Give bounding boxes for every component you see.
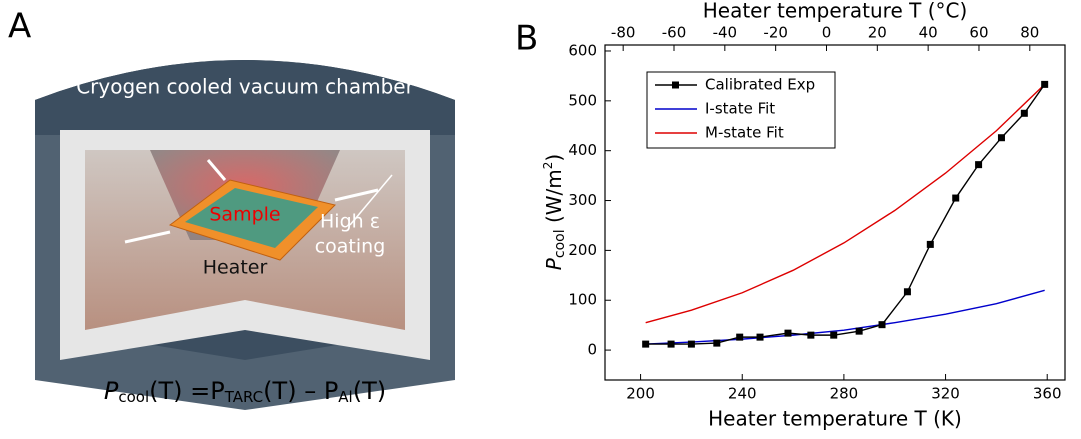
- data-point: [667, 340, 675, 348]
- x2-tick-label: -60: [662, 24, 687, 42]
- y-tick-label: 500: [568, 91, 597, 109]
- formula-part: cool: [118, 388, 149, 406]
- data-point: [975, 161, 983, 169]
- y-label-part: ): [542, 154, 566, 162]
- coating-label: High ε: [320, 211, 380, 233]
- legend-label: Calibrated Exp: [705, 76, 815, 94]
- y-axis-label: Pcool (W/m2): [541, 154, 569, 270]
- x-tick-label: 360: [1033, 385, 1062, 403]
- legend-marker: [672, 81, 679, 89]
- x2-axis-label: Heater temperature T (°C): [703, 0, 968, 23]
- x2-tick-label: 80: [1020, 24, 1039, 42]
- y-tick-label: 400: [568, 141, 597, 159]
- data-point: [926, 240, 934, 248]
- data-point: [756, 333, 764, 341]
- formula-part: P: [104, 377, 119, 405]
- data-point: [855, 327, 863, 335]
- wire: [124, 230, 171, 244]
- y-label-part: 2: [541, 162, 555, 170]
- legend-label: I-state Fit: [705, 100, 775, 118]
- y-tick-label: 100: [568, 291, 597, 309]
- series-line: [645, 289, 1045, 345]
- data-point: [713, 339, 721, 347]
- panel-label: A: [8, 7, 31, 47]
- wire: [334, 188, 379, 202]
- x2-tick-label: -40: [713, 24, 738, 42]
- x-tick-label: 320: [931, 385, 960, 403]
- y-tick-label: 200: [568, 241, 597, 259]
- formula-part: TARC: [224, 388, 263, 406]
- x2-tick-label: -80: [611, 24, 636, 42]
- data-point: [878, 321, 886, 329]
- data-point: [1041, 80, 1049, 88]
- formula-part: (T) – P: [263, 377, 338, 405]
- sample-label: Sample: [209, 204, 280, 226]
- x2-tick-label: 40: [919, 24, 938, 42]
- data-point: [1020, 109, 1028, 117]
- x-axis-label: Heater temperature T (K): [708, 407, 962, 431]
- formula-part: Al: [338, 388, 352, 406]
- x-tick-label: 200: [626, 385, 655, 403]
- y-tick-label: 300: [568, 191, 597, 209]
- data-point: [687, 340, 695, 348]
- x-tick-label: 240: [728, 385, 757, 403]
- data-point: [736, 333, 744, 341]
- formula-part: (T): [353, 377, 386, 405]
- y-label-part: (W/m: [542, 169, 566, 229]
- data-point: [903, 288, 911, 296]
- chamber-label: Cryogen cooled vacuum chamber: [76, 75, 414, 99]
- legend-label: M-state Fit: [705, 124, 784, 142]
- data-point: [642, 340, 650, 348]
- wire: [206, 159, 227, 181]
- x-tick-label: 280: [830, 385, 859, 403]
- series-line: [645, 83, 1046, 324]
- heater-label: Heater: [203, 257, 268, 279]
- formula-part: (T) =P: [149, 377, 225, 405]
- panel-b: B Heater temperature T (°C) Heater tempe…: [515, 0, 1066, 431]
- x2-tick-label: 60: [969, 24, 988, 42]
- formula: Pcool(T) =PTARC(T) – PAl(T): [104, 377, 386, 406]
- y-tick-label: 0: [587, 341, 597, 359]
- x2-tick-label: 0: [822, 24, 832, 42]
- y-label-part: P: [542, 257, 566, 270]
- panel-a: A Cryogen cooled vacuum chamber Sample H…: [8, 7, 455, 410]
- plot-frame: [604, 44, 1066, 381]
- x2-tick-label: -20: [763, 24, 788, 42]
- coating-label: coating: [315, 236, 386, 258]
- data-point: [807, 331, 815, 339]
- data-point: [997, 134, 1005, 142]
- y-label-part: cool: [552, 229, 568, 258]
- panel-label: B: [515, 19, 538, 59]
- data-point: [952, 194, 960, 202]
- y-tick-label: 600: [568, 41, 597, 59]
- data-point: [784, 329, 792, 337]
- data-point: [830, 331, 838, 339]
- series-line: [645, 83, 1046, 345]
- pointer: [349, 174, 393, 226]
- sample: [185, 188, 318, 248]
- x2-tick-label: 20: [868, 24, 887, 42]
